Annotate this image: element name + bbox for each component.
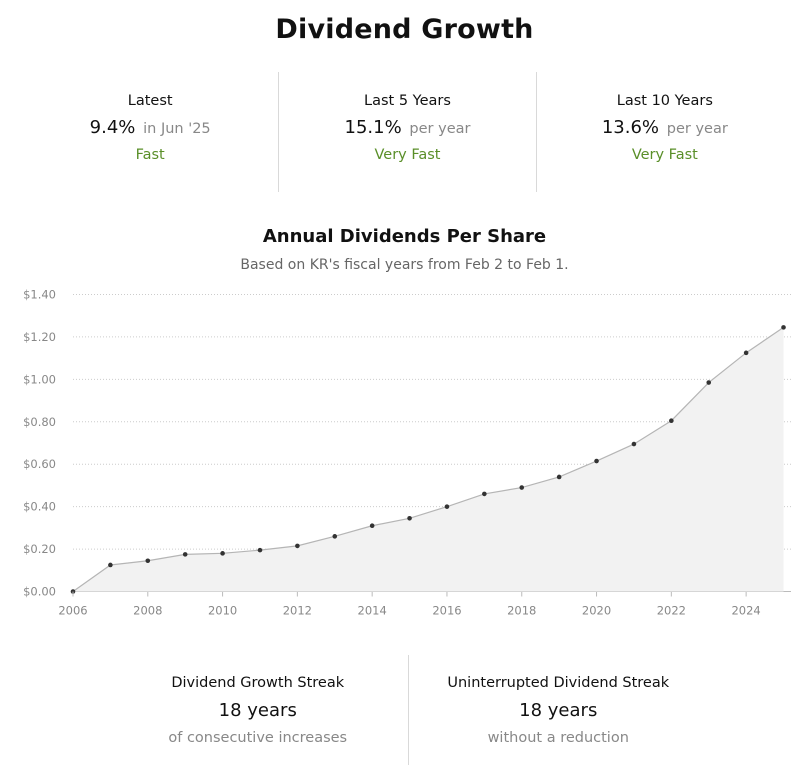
streak-label: Uninterrupted Dividend Streak — [447, 675, 670, 691]
streak-uninterrupted: Uninterrupted Dividend Streak 18 years w… — [409, 655, 709, 765]
data-point — [407, 516, 412, 521]
stat-label: Last 5 Years — [364, 93, 451, 109]
dividend-chart: $0.00 $0.20 $0.40 $0.60 $0.80 $1.00 $1.20 $1.40… — [23, 288, 791, 618]
stat-value: 13.6% — [601, 117, 660, 138]
stat-rating: Very Fast — [374, 147, 441, 163]
x-tick-label: 2008 — [133, 604, 162, 618]
page-title: Dividend Growth — [275, 14, 534, 45]
y-tick-label: $0.00 — [23, 585, 56, 599]
x-tick-label: 2018 — [507, 604, 536, 618]
chart-subtitle: Based on KR's fiscal years from Feb 2 to… — [240, 257, 569, 273]
growth-stats: Latest 9.4% in Jun '25 Fast Last 5 Years… — [22, 72, 793, 192]
data-point — [482, 491, 487, 497]
y-tick-label: $1.20 — [23, 330, 56, 344]
stat-value-row: 9.4% in Jun '25 — [22, 117, 278, 138]
stat-value: 15.1% — [344, 117, 402, 138]
stat-label: Last 10 Years — [616, 93, 713, 109]
data-point — [257, 547, 263, 553]
stat-value-row: 13.6% per year — [537, 117, 793, 138]
x-tick-label: 2012 — [283, 604, 312, 618]
streak-note: of consecutive increases — [168, 730, 348, 746]
data-point — [706, 380, 712, 385]
stat-label: Latest — [127, 93, 173, 109]
x-tick-label: 2024 — [731, 604, 760, 618]
x-tick-label: 2022 — [657, 604, 686, 618]
stat-rating: Very Fast — [631, 147, 698, 163]
dividend-streaks: Dividend Growth Streak 18 years of conse… — [108, 655, 708, 765]
data-point — [182, 552, 188, 557]
data-point — [743, 350, 749, 356]
series-line — [72, 326, 784, 592]
x-tick-label: 2010 — [208, 604, 237, 618]
data-point — [669, 418, 674, 424]
data-point — [220, 551, 225, 556]
stat-unit: per year — [409, 121, 471, 137]
y-tick-label: $0.80 — [23, 415, 56, 429]
stat-last-10-years: Last 10 Years 13.6% per year Very Fast — [537, 72, 793, 192]
x-tick-label: 2006 — [58, 604, 87, 618]
y-tick-label: $1.40 — [23, 288, 56, 302]
x-tick-label: 2014 — [358, 604, 387, 618]
streak-label: Dividend Growth Streak — [171, 675, 345, 691]
stat-value: 9.4% — [89, 117, 136, 138]
data-point — [781, 325, 786, 330]
streak-value: 18 years — [519, 700, 598, 721]
y-tick-label: $0.40 — [23, 500, 56, 514]
stat-rating: Fast — [135, 147, 165, 163]
y-tick-label: $1.00 — [23, 372, 56, 386]
data-point — [369, 523, 375, 529]
data-point — [444, 504, 450, 509]
stat-latest: Latest 9.4% in Jun '25 Fast — [22, 72, 280, 192]
stat-last-5-years: Last 5 Years 15.1% per year Very Fast — [279, 72, 537, 192]
series-area — [73, 327, 784, 592]
data-point — [332, 534, 338, 539]
stat-unit: in Jun '25 — [143, 121, 211, 137]
data-point — [631, 441, 637, 447]
chart-title: Annual Dividends Per Share — [262, 226, 547, 247]
streak-note: without a reduction — [487, 730, 629, 746]
x-tick-label: 2016 — [432, 604, 461, 618]
streak-value: 18 years — [218, 700, 297, 721]
data-point — [295, 543, 300, 549]
streak-growth: Dividend Growth Streak 18 years of conse… — [108, 655, 409, 765]
stat-value-row: 15.1% per year — [279, 117, 535, 138]
data-point — [519, 485, 525, 490]
data-point — [108, 562, 113, 568]
x-tick-label: 2020 — [582, 604, 611, 618]
stat-unit: per year — [666, 121, 728, 137]
data-point — [556, 474, 562, 480]
y-tick-label: $0.20 — [23, 542, 56, 556]
y-tick-label: $0.60 — [23, 457, 56, 471]
data-point — [594, 458, 599, 464]
data-point — [145, 558, 151, 564]
